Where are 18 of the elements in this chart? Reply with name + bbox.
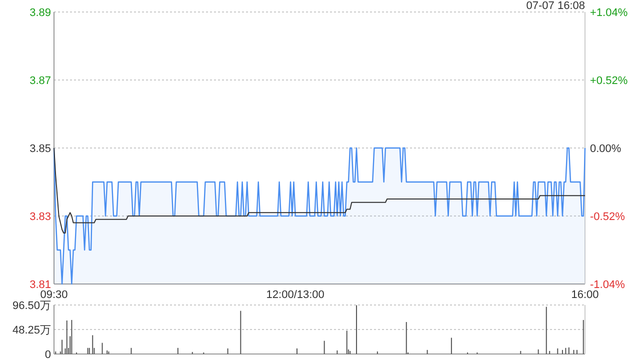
y-tick-label: 96.50万: [12, 300, 51, 312]
y-tick-label: 3.87: [30, 75, 51, 87]
y-tick-label: 0: [44, 349, 51, 360]
x-tick-label: 16:00: [571, 289, 599, 301]
x-tick-label: 12:00/13:00: [266, 289, 324, 301]
y-tick-label: 3.83: [30, 211, 51, 223]
line-series: [54, 148, 586, 234]
y2-tick-label: -1.04%: [590, 279, 626, 291]
y-tick-label: 3.81: [30, 279, 51, 291]
y-tick-label: 48.25万: [12, 324, 51, 336]
y2-tick-label: 0.00%: [590, 143, 622, 155]
y2-tick-label: -0.52%: [590, 211, 626, 223]
x-tick-label: 09:30: [40, 289, 68, 301]
y-tick-label: 3.85: [30, 143, 51, 155]
annotation: 07-07 16:08: [526, 0, 585, 12]
y2-tick-label: +1.04%: [590, 7, 628, 19]
y-tick-label: 3.89: [30, 7, 51, 19]
y2-tick-label: +0.52%: [590, 75, 628, 87]
